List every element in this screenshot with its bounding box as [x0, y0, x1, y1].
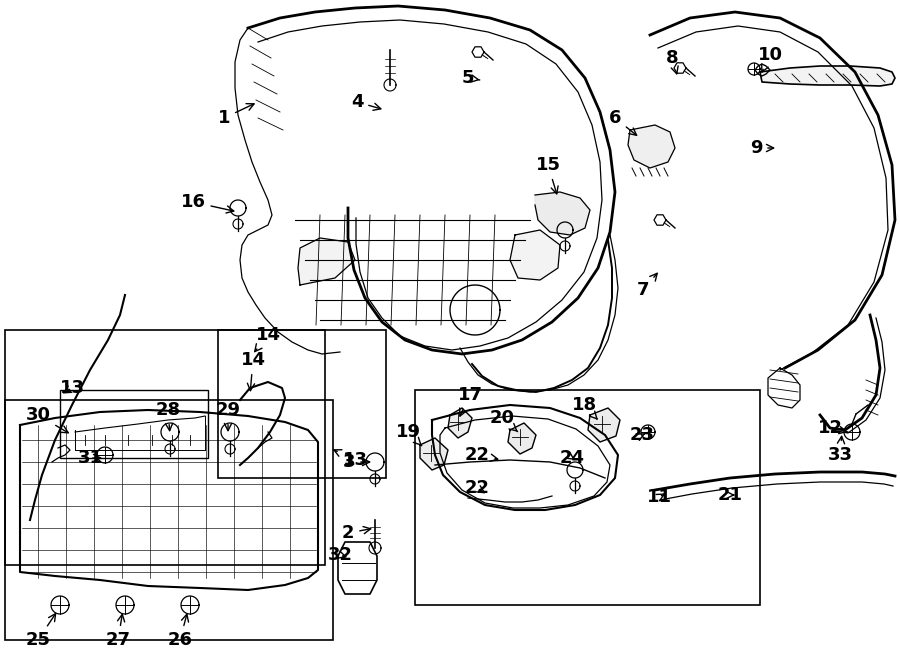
Text: 20: 20: [490, 409, 518, 432]
Text: 14: 14: [240, 351, 266, 391]
Polygon shape: [510, 230, 560, 280]
Bar: [415, 390, 760, 605]
Text: 30: 30: [25, 406, 68, 433]
Bar: [60, 390, 208, 458]
Polygon shape: [535, 192, 590, 235]
Text: 12: 12: [817, 419, 848, 437]
Text: 7: 7: [637, 273, 657, 299]
Text: 26: 26: [167, 614, 193, 649]
Text: 31: 31: [77, 449, 103, 467]
Bar: [5, 400, 333, 640]
Text: 8: 8: [666, 49, 679, 74]
Polygon shape: [760, 66, 895, 86]
Text: 13: 13: [334, 449, 367, 469]
Text: 23: 23: [629, 426, 654, 444]
Text: 22: 22: [464, 446, 498, 464]
Polygon shape: [420, 438, 448, 470]
Text: 27: 27: [105, 614, 130, 649]
Text: 15: 15: [536, 156, 561, 194]
Polygon shape: [588, 408, 620, 442]
Text: 6: 6: [608, 109, 636, 135]
Text: 17: 17: [457, 386, 482, 416]
Text: 2: 2: [342, 524, 371, 542]
Text: 11: 11: [646, 488, 671, 506]
Polygon shape: [298, 238, 355, 285]
Text: 3: 3: [343, 453, 370, 471]
Text: 13: 13: [59, 379, 85, 397]
Text: 19: 19: [395, 423, 422, 446]
Text: 28: 28: [156, 401, 181, 431]
Text: 21: 21: [717, 486, 742, 504]
Text: 5: 5: [462, 69, 480, 87]
Text: 18: 18: [572, 396, 598, 419]
Text: 22: 22: [464, 479, 490, 497]
Text: 33: 33: [827, 436, 852, 464]
Text: 9: 9: [750, 139, 774, 157]
Text: 25: 25: [25, 614, 56, 649]
Text: 16: 16: [181, 193, 234, 213]
Polygon shape: [628, 125, 675, 168]
Bar: [5, 330, 325, 565]
Polygon shape: [508, 423, 536, 454]
Polygon shape: [448, 408, 472, 438]
Text: 1: 1: [218, 104, 254, 127]
Text: 4: 4: [351, 93, 381, 111]
Text: 14: 14: [255, 326, 281, 352]
Bar: [218, 330, 386, 478]
Text: 32: 32: [328, 546, 353, 564]
Text: 29: 29: [215, 401, 240, 431]
Text: 24: 24: [560, 449, 584, 467]
Text: 10: 10: [758, 46, 782, 72]
